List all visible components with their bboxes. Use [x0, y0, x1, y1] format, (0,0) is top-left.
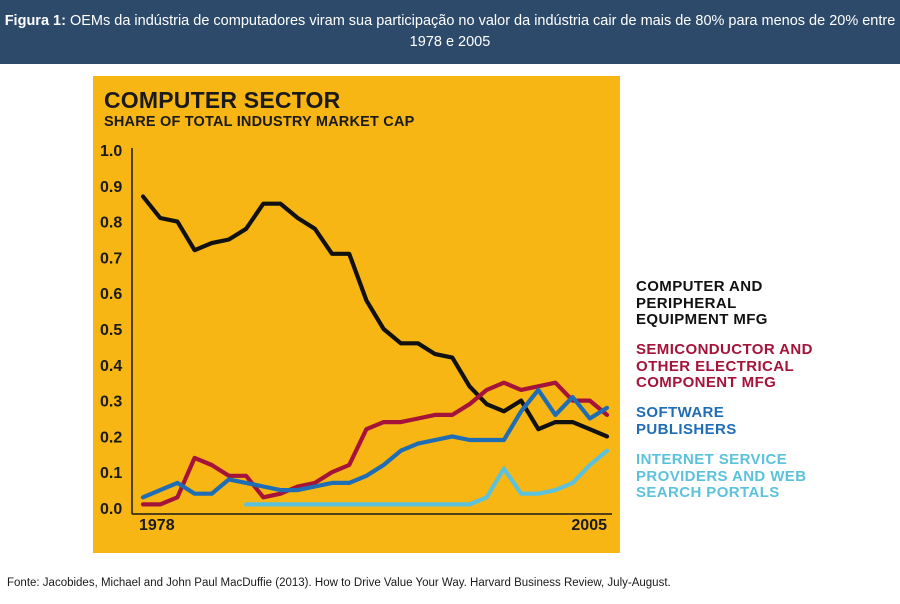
legend-item-software: SOFTWARE PUBLISHERS: [636, 404, 866, 438]
legend-item-computer: COMPUTER AND PERIPHERAL EQUIPMENT MFG: [636, 278, 866, 329]
legend-item-internet: INTERNET SERVICE PROVIDERS AND WEB SEARC…: [636, 451, 866, 502]
legend-label-line: SEARCH PORTALS: [636, 484, 780, 501]
y-tick-label: 0.8: [100, 215, 122, 232]
y-tick-label: 0.4: [100, 358, 122, 375]
legend-label-line: PROVIDERS AND WEB: [636, 467, 807, 485]
legend-label-line: COMPONENT MFG: [636, 374, 777, 391]
figure-caption-label: Figura 1:: [4, 13, 66, 29]
y-tick-label: 0.6: [100, 286, 122, 303]
y-tick-label: 0.5: [100, 322, 122, 339]
source-note: Fonte: Jacobides, Michael and John Paul …: [7, 577, 671, 589]
series-line-software: [140, 387, 610, 500]
series-line-semiconductor: [140, 380, 610, 507]
figure-caption: Figura 1: OEMs da indústria de computado…: [0, 0, 900, 64]
x-tick-label: 2005: [571, 517, 607, 534]
y-tick-label: 0.7: [100, 250, 122, 267]
chart-title: COMPUTER SECTOR: [104, 87, 341, 113]
legend-label-line: PERIPHERAL: [636, 294, 737, 312]
legend-label-line: PUBLISHERS: [636, 420, 737, 438]
legend-label-line: EQUIPMENT MFG: [636, 311, 768, 328]
legend-label-line: OTHER ELECTRICAL: [636, 357, 795, 375]
chart-subtitle: SHARE OF TOTAL INDUSTRY MARKET CAP: [104, 114, 415, 130]
legend-label-line: SOFTWARE: [636, 404, 725, 421]
y-tick-label: 0.3: [100, 394, 122, 411]
chart-panel: [93, 76, 620, 553]
y-tick-label: 0.9: [100, 179, 122, 196]
y-tick-label: 0.2: [100, 429, 122, 446]
series-line-computer: [140, 194, 610, 439]
y-tick-label: 0.0: [100, 501, 122, 518]
y-tick-label: 1.0: [100, 143, 122, 160]
x-tick-label: 1978: [139, 517, 175, 534]
legend-item-semiconductor: SEMICONDUCTOR AND OTHER ELECTRICAL COMPO…: [636, 341, 866, 392]
y-tick-label: 0.1: [100, 465, 122, 482]
legend-label-line: COMPUTER AND: [636, 278, 763, 295]
figure-caption-text: OEMs da indústria de computadores viram …: [69, 13, 896, 50]
legend-label-line: INTERNET SERVICE: [636, 451, 788, 468]
series-line-internet: [244, 448, 610, 507]
legend-label-line: SEMICONDUCTOR AND: [636, 341, 813, 358]
